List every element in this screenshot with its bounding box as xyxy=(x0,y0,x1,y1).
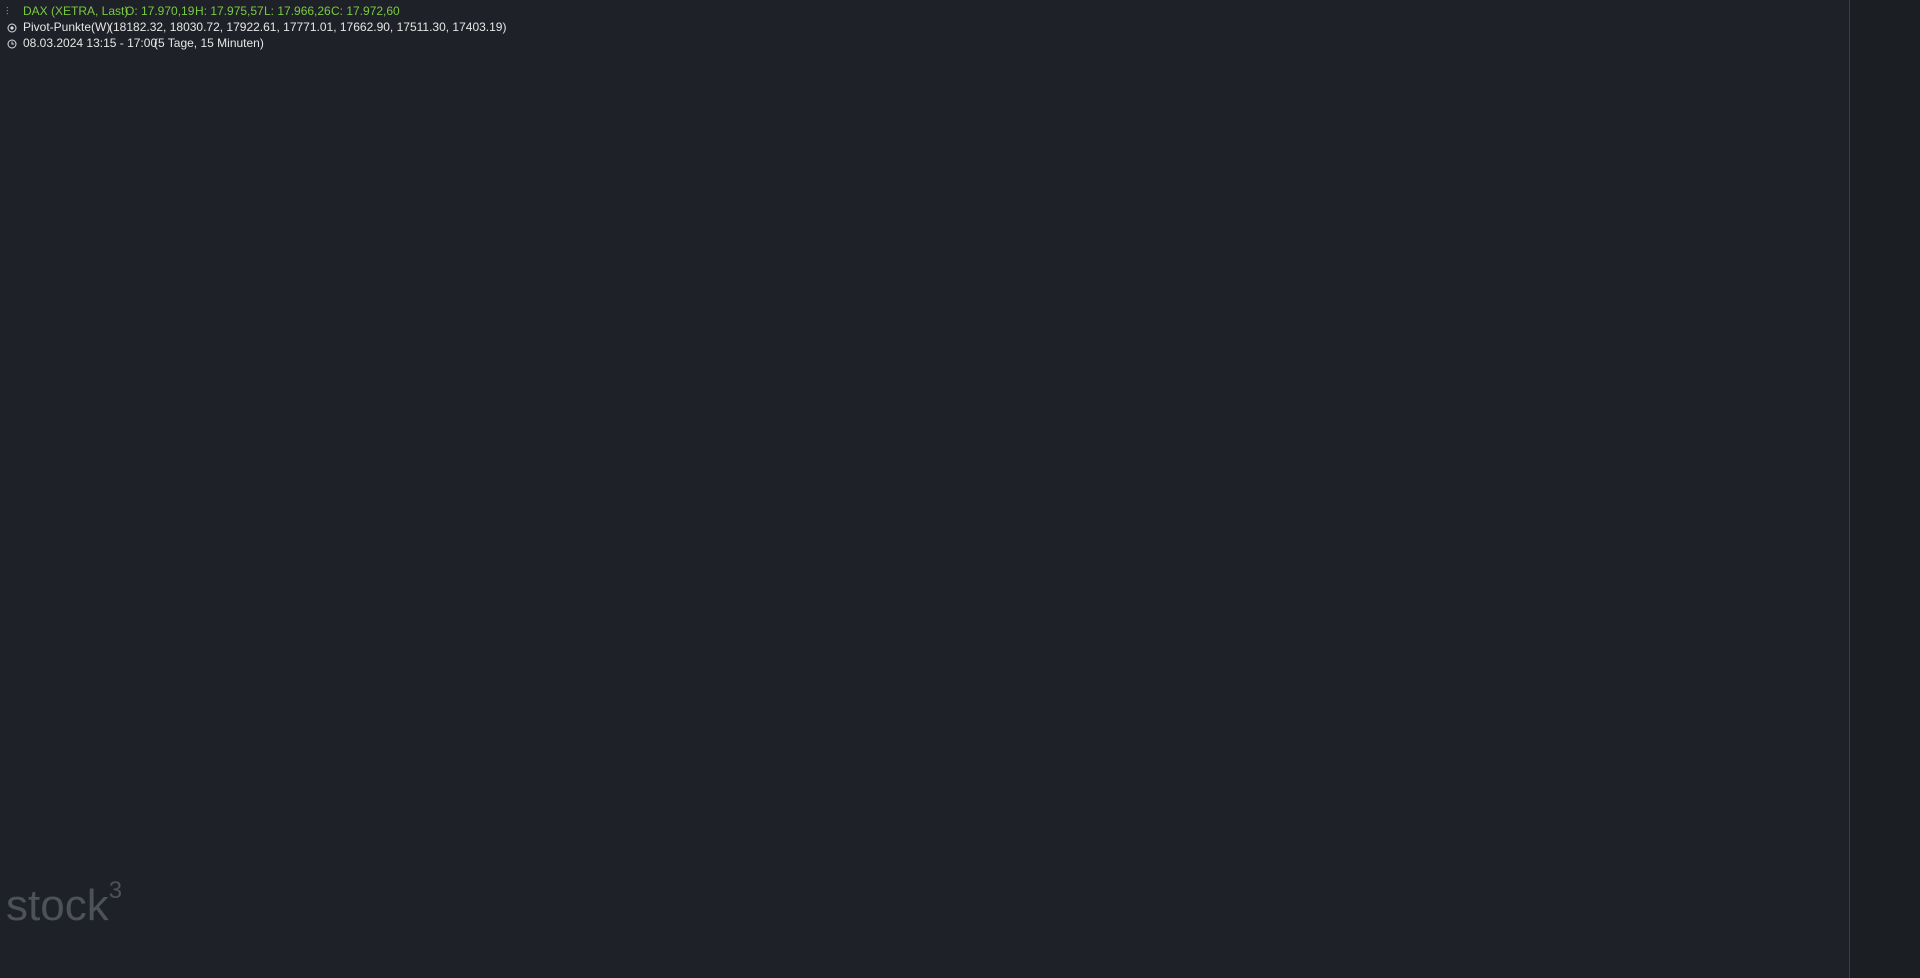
ohlc-close: C: 17.972,60 xyxy=(331,4,400,18)
price-axis-panel xyxy=(1849,0,1920,978)
instrument: DAX (XETRA, Last) xyxy=(23,4,128,18)
header: ⫶ DAX (XETRA, Last) O: 17.970,19 H: 17.9… xyxy=(6,4,506,50)
ohlc-high: H: 17.975,57 xyxy=(195,4,264,18)
logo-text: stock xyxy=(6,881,110,930)
indicator-values: (18182.32, 18030.72, 17922.61, 17771.01,… xyxy=(109,20,506,34)
clock-icon xyxy=(7,39,17,49)
range-note: (5 Tage, 15 Minuten) xyxy=(154,36,264,50)
indicator-icon-dot xyxy=(10,26,14,30)
ohlc-low: L: 17.966,26 xyxy=(264,4,331,18)
indicator-name: Pivot-Punkte(W) xyxy=(23,20,110,34)
indicator-icon xyxy=(7,23,17,33)
clock-hand xyxy=(11,41,14,45)
date-range: 08.03.2024 13:15 - 17:00 xyxy=(23,36,157,50)
logo-sup: 3 xyxy=(109,877,122,904)
ohlc-open: O: 17.970,19 xyxy=(125,4,195,18)
logo: stock3 xyxy=(6,877,122,929)
chart-icon: ⫶ xyxy=(6,7,9,18)
